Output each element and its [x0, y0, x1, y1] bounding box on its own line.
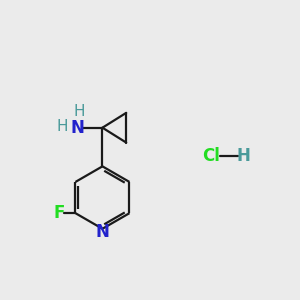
Text: H: H [57, 119, 68, 134]
Text: H: H [74, 104, 85, 119]
Text: Cl: Cl [202, 147, 220, 165]
Text: N: N [95, 223, 110, 241]
Text: H: H [237, 147, 250, 165]
Text: F: F [53, 204, 65, 222]
Text: N: N [70, 119, 84, 137]
